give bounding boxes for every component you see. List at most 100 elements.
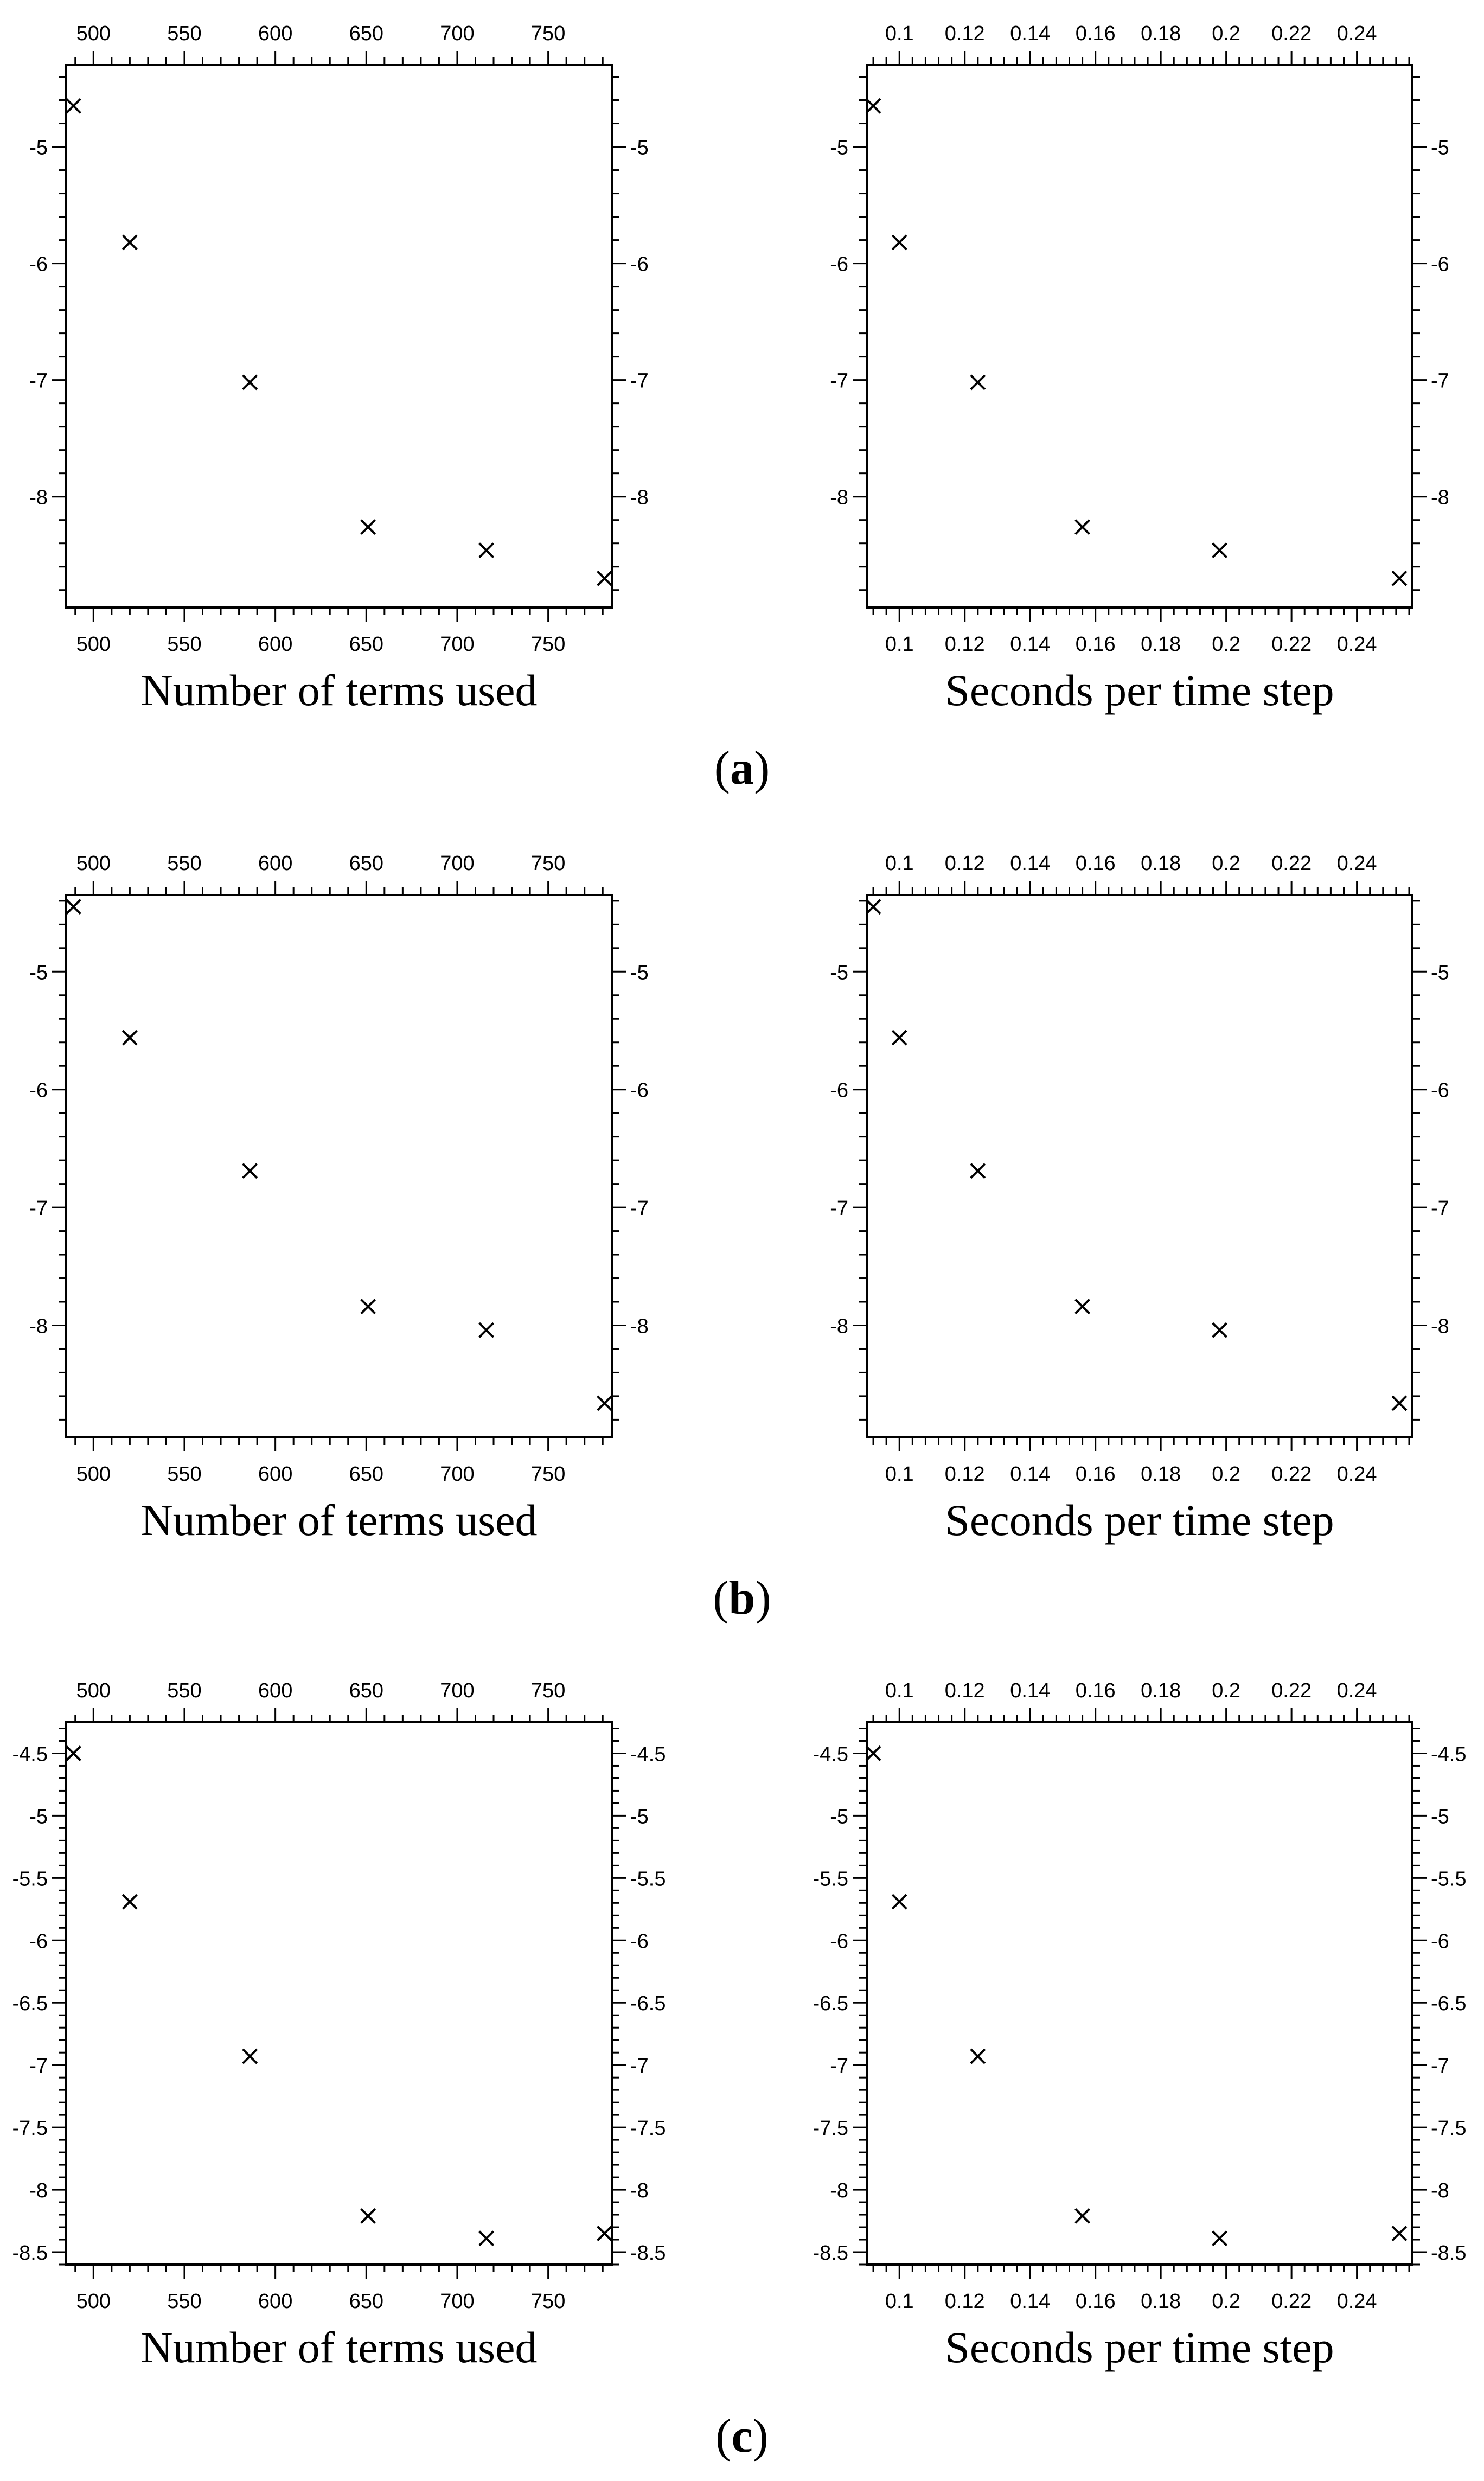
- x-tick-label-top: 0.2: [1212, 22, 1240, 45]
- y-tick-label-left: -5.5: [12, 1868, 48, 1890]
- x-tick-label-bottom: 600: [258, 633, 292, 656]
- y-tick-label-left: -8: [29, 2179, 48, 2202]
- x-tick-label-bottom: 700: [440, 1463, 474, 1486]
- x-tick-label-bottom: 550: [167, 633, 201, 656]
- x-axis-title: Seconds per time step: [945, 1495, 1334, 1545]
- x-tick-label-top: 600: [258, 1679, 292, 1702]
- x-tick-label-top: 0.24: [1337, 22, 1377, 45]
- y-tick-label-right: -6: [1431, 1930, 1449, 1953]
- y-tick-label-right: -8: [630, 1315, 649, 1338]
- x-tick-label-bottom: 700: [440, 2290, 474, 2313]
- x-tick-label-top: 0.22: [1271, 1679, 1312, 1702]
- x-tick-label-top: 550: [167, 1679, 201, 1702]
- data-point: [1391, 1395, 1408, 1411]
- x-tick-label-top: 0.24: [1337, 852, 1377, 875]
- panel-label-letter: c: [731, 2410, 752, 2463]
- data-point: [970, 374, 986, 391]
- y-tick-label-right: -6: [630, 253, 649, 276]
- y-tick-label-right: -5: [1431, 961, 1449, 984]
- x-tick-label-bottom: 0.14: [1010, 1463, 1050, 1486]
- x-axis-title: Number of terms used: [141, 1495, 538, 1545]
- panel-label-open: (: [714, 742, 730, 795]
- x-tick-label-bottom: 0.12: [945, 2290, 985, 2313]
- y-tick-label-left: -5: [29, 961, 48, 984]
- data-point: [891, 234, 907, 251]
- plot-frame: [65, 894, 613, 1438]
- data-point: [865, 98, 881, 114]
- plot-frame: [866, 1721, 1413, 2266]
- x-tick-label-bottom: 0.24: [1337, 2290, 1377, 2313]
- x-tick-label-top: 0.18: [1141, 1679, 1181, 1702]
- y-tick-label-right: -7: [630, 370, 649, 393]
- x-tick-label-bottom: 750: [531, 633, 565, 656]
- y-tick-label-left: -7: [29, 1197, 48, 1220]
- y-tick-label-left: -8: [830, 487, 848, 509]
- y-tick-label-right: -6: [1431, 1079, 1449, 1102]
- x-tick-label-top: 550: [167, 22, 201, 45]
- data-point: [1391, 570, 1408, 586]
- data-point: [478, 1322, 495, 1338]
- x-tick-label-top: 0.16: [1076, 1679, 1116, 1702]
- data-point: [65, 899, 81, 915]
- x-tick-label-top: 600: [258, 852, 292, 875]
- panel-label-letter: a: [730, 742, 754, 795]
- y-tick-label-left: -6.5: [12, 1992, 48, 2015]
- x-tick-label-top: 0.18: [1141, 852, 1181, 875]
- y-tick-label-right: -6: [630, 1079, 649, 1102]
- data-point: [242, 1163, 258, 1179]
- data-point: [891, 1894, 907, 1910]
- x-tick-label-top: 0.12: [945, 852, 985, 875]
- x-tick-label-top: 650: [349, 22, 383, 45]
- y-tick-label-right: -5: [630, 961, 649, 984]
- y-tick-label-right: -4.5: [630, 1743, 666, 1766]
- x-tick-label-bottom: 0.1: [885, 1463, 914, 1486]
- x-tick-label-bottom: 0.12: [945, 1463, 985, 1486]
- y-tick-label-left: -6: [29, 253, 48, 276]
- x-tick-label-top: 500: [76, 852, 111, 875]
- y-tick-label-right: -7.5: [1431, 2117, 1466, 2140]
- data-point: [1212, 1322, 1228, 1338]
- x-tick-label-bottom: 0.22: [1271, 2290, 1312, 2313]
- y-tick-label-right: -7: [1431, 370, 1449, 393]
- data-point: [360, 519, 376, 535]
- panel-label-open: (: [713, 1572, 728, 1625]
- panel-label-open: (: [715, 2410, 731, 2463]
- y-tick-label-left: -7: [29, 370, 48, 393]
- x-tick-label-top: 0.22: [1271, 22, 1312, 45]
- panel-label-close: ): [753, 2410, 769, 2463]
- data-point: [597, 570, 613, 586]
- y-tick-label-right: -7.5: [630, 2117, 666, 2140]
- y-tick-label-left: -4.5: [12, 1743, 48, 1766]
- x-tick-label-bottom: 0.14: [1010, 633, 1050, 656]
- panel-label-close: ): [754, 742, 770, 795]
- y-tick-label-right: -8: [1431, 487, 1449, 509]
- data-point: [597, 1395, 613, 1411]
- y-tick-label-left: -6: [830, 1930, 848, 1953]
- scatter-plot-1: 500 500 550 550 600 600 650 650 700 700 750 750 -5 -5…: [29, 22, 649, 715]
- y-tick-label-right: -8: [630, 487, 649, 509]
- y-tick-label-left: -6: [29, 1079, 48, 1102]
- data-point: [1074, 2208, 1090, 2224]
- y-tick-label-right: -6: [1431, 253, 1449, 276]
- x-tick-label-top: 0.1: [885, 852, 914, 875]
- data-point: [891, 1030, 907, 1046]
- y-tick-label-right: -8.5: [630, 2242, 666, 2265]
- y-tick-label-left: -5: [830, 137, 848, 159]
- x-tick-label-top: 500: [76, 1679, 111, 1702]
- data-point: [1074, 1299, 1090, 1315]
- scatter-plot-6: 0.1 0.1 0.12 0.12 0.14 0.14 0.16 0.16 0.18 0.18 0.…: [813, 1679, 1467, 2372]
- panel-label-close: ): [755, 1572, 771, 1625]
- y-tick-label-right: -5: [1431, 137, 1449, 159]
- y-tick-label-right: -8: [1431, 1315, 1449, 1338]
- y-tick-label-right: -5.5: [1431, 1868, 1466, 1890]
- y-tick-label-left: -7: [830, 2055, 848, 2077]
- panel-label: (c): [715, 2410, 769, 2463]
- x-tick-label-bottom: 650: [349, 2290, 383, 2313]
- y-tick-label-left: -4.5: [813, 1743, 848, 1766]
- data-point: [597, 2226, 613, 2241]
- x-tick-label-bottom: 650: [349, 1463, 383, 1486]
- plot-frame: [65, 64, 613, 609]
- data-point: [478, 542, 495, 559]
- y-tick-label-left: -5: [830, 961, 848, 984]
- x-tick-label-bottom: 0.18: [1141, 633, 1181, 656]
